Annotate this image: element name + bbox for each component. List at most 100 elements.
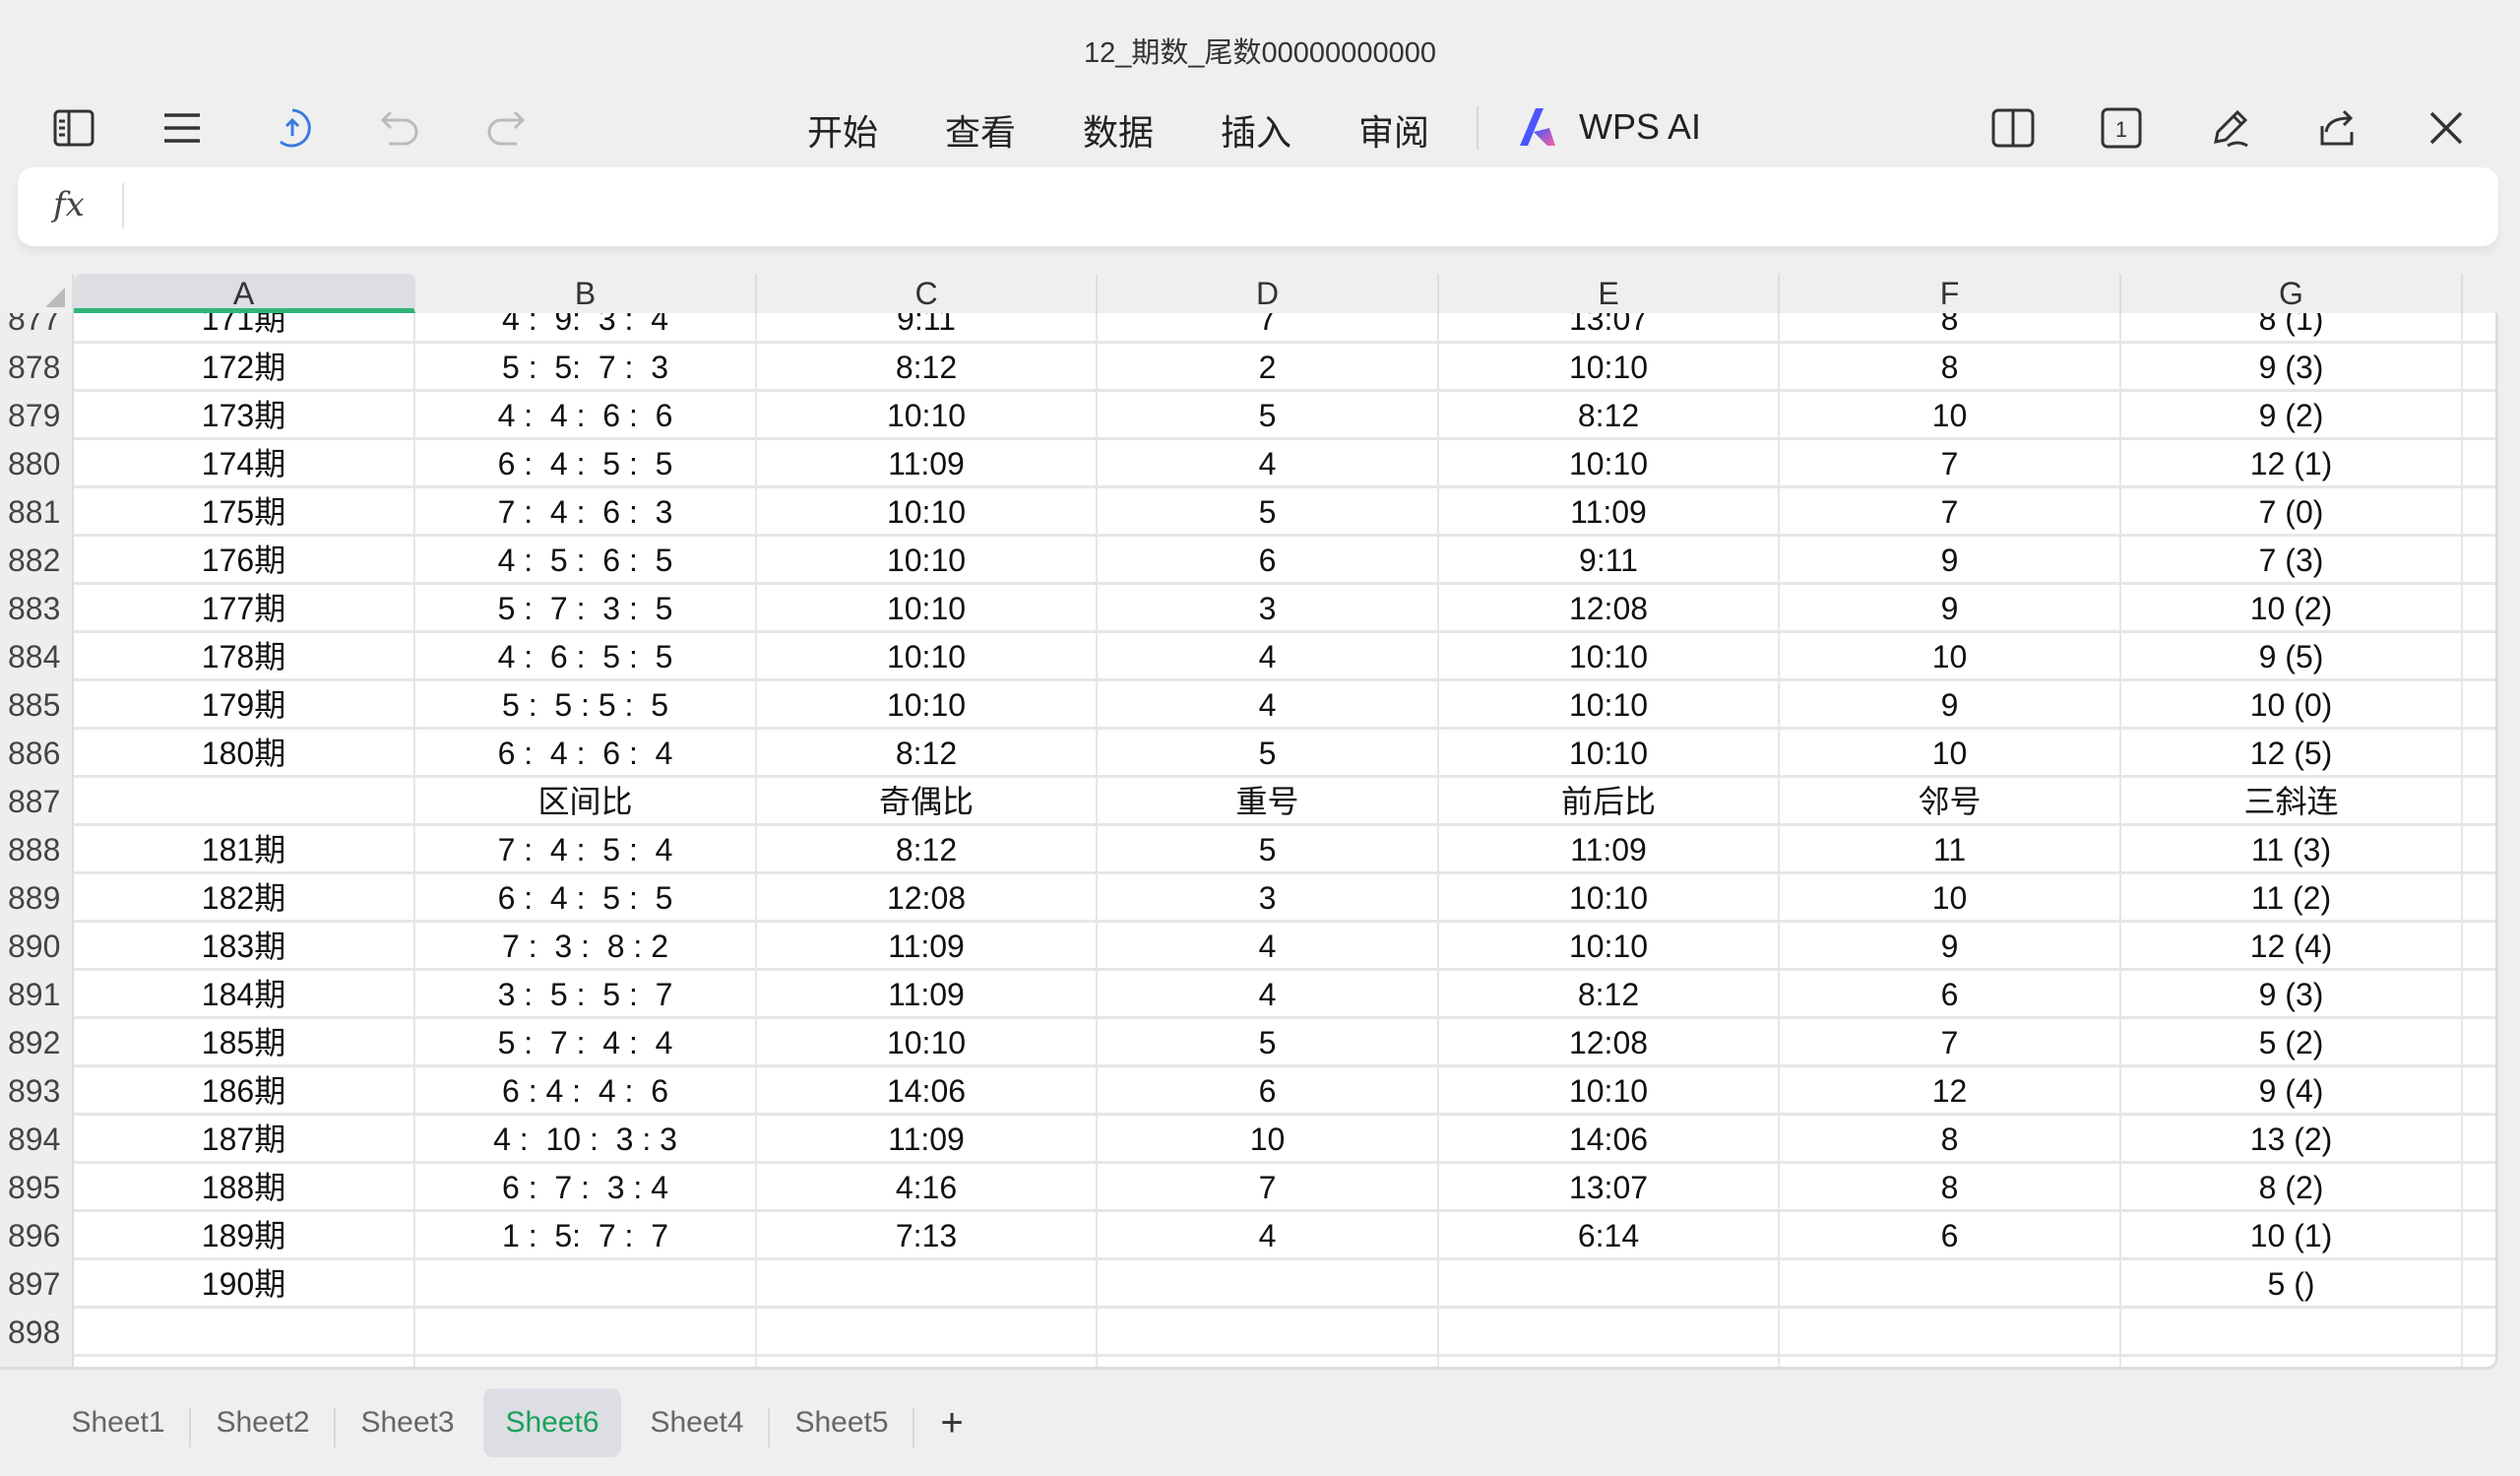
- row-header[interactable]: 883: [0, 585, 74, 633]
- cell-c883[interactable]: 10:10: [757, 585, 1098, 633]
- cell-f886[interactable]: 10: [1780, 730, 2121, 778]
- cell-b881[interactable]: 7 : 4 : 6 : 3: [415, 488, 757, 537]
- cell-f881[interactable]: 7: [1780, 488, 2121, 537]
- cell-b879[interactable]: 4 : 4 : 6 : 6: [415, 392, 757, 440]
- cell-e878[interactable]: 10:10: [1439, 344, 1780, 392]
- cell-d890[interactable]: 4: [1098, 923, 1439, 971]
- row-header[interactable]: 884: [0, 633, 74, 681]
- cell-c899[interactable]: [757, 1357, 1098, 1367]
- cell-c888[interactable]: 8:12: [757, 826, 1098, 874]
- cell-g893[interactable]: 9 (4): [2121, 1067, 2463, 1116]
- cell-e881[interactable]: 11:09: [1439, 488, 1780, 537]
- cell-d884[interactable]: 4: [1098, 633, 1439, 681]
- cell-a892[interactable]: 185期: [74, 1019, 415, 1067]
- cell-d882[interactable]: 6: [1098, 537, 1439, 585]
- row-header[interactable]: 881: [0, 488, 74, 537]
- cell-b894[interactable]: 4 : 10 : 3 : 3: [415, 1116, 757, 1164]
- cell-f890[interactable]: 9: [1780, 923, 2121, 971]
- sheet-tab-sheet4[interactable]: Sheet4: [650, 1406, 744, 1439]
- split-view-icon[interactable]: [1988, 103, 2038, 153]
- cell-g887[interactable]: 三斜连: [2121, 778, 2463, 826]
- cell-g888[interactable]: 11 (3): [2121, 826, 2463, 874]
- cell-c895[interactable]: 4:16: [757, 1164, 1098, 1212]
- cell-b882[interactable]: 4 : 5 : 6 : 5: [415, 537, 757, 585]
- cell-g877[interactable]: 8 (1): [2121, 313, 2463, 344]
- sheet-tab-sheet5[interactable]: Sheet5: [794, 1406, 889, 1439]
- row-header[interactable]: 880: [0, 440, 74, 488]
- cell-f891[interactable]: 6: [1780, 971, 2121, 1019]
- cell-g894[interactable]: 13 (2): [2121, 1116, 2463, 1164]
- cell-a882[interactable]: 176期: [74, 537, 415, 585]
- cell-a899[interactable]: [74, 1357, 415, 1367]
- cell-d887[interactable]: 重号: [1098, 778, 1439, 826]
- cell-b877[interactable]: 4 : 9: 3 : 4: [415, 313, 757, 344]
- cell-g890[interactable]: 12 (4): [2121, 923, 2463, 971]
- page-count-icon[interactable]: 1: [2097, 103, 2146, 153]
- cell-a897[interactable]: 190期: [74, 1260, 415, 1309]
- cell-a889[interactable]: 182期: [74, 874, 415, 923]
- column-header-c[interactable]: C: [757, 274, 1098, 313]
- cell-a894[interactable]: 187期: [74, 1116, 415, 1164]
- cell-c884[interactable]: 10:10: [757, 633, 1098, 681]
- sheet-tab-sheet6[interactable]: Sheet6: [483, 1388, 621, 1457]
- cell-e896[interactable]: 6:14: [1439, 1212, 1780, 1260]
- cell-b884[interactable]: 4 : 6 : 5 : 5: [415, 633, 757, 681]
- cell-e897[interactable]: [1439, 1260, 1780, 1309]
- select-all-corner[interactable]: [0, 274, 74, 313]
- cell-f877[interactable]: 8: [1780, 313, 2121, 344]
- cell-f889[interactable]: 10: [1780, 874, 2121, 923]
- menu-insert[interactable]: 插入: [1221, 112, 1292, 153]
- cell-g879[interactable]: 9 (2): [2121, 392, 2463, 440]
- sheet-tab-sheet2[interactable]: Sheet2: [216, 1406, 310, 1439]
- menu-icon[interactable]: [158, 103, 207, 153]
- cell-d895[interactable]: 7: [1098, 1164, 1439, 1212]
- formula-bar[interactable]: fx: [18, 167, 2498, 246]
- cell-e880[interactable]: 10:10: [1439, 440, 1780, 488]
- cell-b892[interactable]: 5 : 7 : 4 : 4: [415, 1019, 757, 1067]
- cell-g878[interactable]: 9 (3): [2121, 344, 2463, 392]
- cell-b887[interactable]: 区间比: [415, 778, 757, 826]
- cell-a886[interactable]: 180期: [74, 730, 415, 778]
- cell-d879[interactable]: 5: [1098, 392, 1439, 440]
- cell-a888[interactable]: 181期: [74, 826, 415, 874]
- cell-f896[interactable]: 6: [1780, 1212, 2121, 1260]
- cell-g898[interactable]: [2121, 1309, 2463, 1357]
- row-header[interactable]: 892: [0, 1019, 74, 1067]
- cell-c896[interactable]: 7:13: [757, 1212, 1098, 1260]
- cell-a883[interactable]: 177期: [74, 585, 415, 633]
- cell-c898[interactable]: [757, 1309, 1098, 1357]
- cell-c897[interactable]: [757, 1260, 1098, 1309]
- column-header-d[interactable]: D: [1098, 274, 1439, 313]
- menu-data[interactable]: 数据: [1083, 112, 1155, 153]
- cell-b893[interactable]: 6 : 4 : 4 : 6: [415, 1067, 757, 1116]
- cell-c878[interactable]: 8:12: [757, 344, 1098, 392]
- cell-c879[interactable]: 10:10: [757, 392, 1098, 440]
- cell-g896[interactable]: 10 (1): [2121, 1212, 2463, 1260]
- cell-g880[interactable]: 12 (1): [2121, 440, 2463, 488]
- cell-c887[interactable]: 奇偶比: [757, 778, 1098, 826]
- cell-b897[interactable]: [415, 1260, 757, 1309]
- row-header[interactable]: 893: [0, 1067, 74, 1116]
- cell-c890[interactable]: 11:09: [757, 923, 1098, 971]
- cell-e886[interactable]: 10:10: [1439, 730, 1780, 778]
- cell-c892[interactable]: 10:10: [757, 1019, 1098, 1067]
- cell-g886[interactable]: 12 (5): [2121, 730, 2463, 778]
- cell-g889[interactable]: 11 (2): [2121, 874, 2463, 923]
- cell-e893[interactable]: 10:10: [1439, 1067, 1780, 1116]
- row-header[interactable]: 895: [0, 1164, 74, 1212]
- spreadsheet-grid[interactable]: 877 171期 4 : 9: 3 : 4 9:11 7 13:07 8 8 (1) 878 17…: [0, 313, 2498, 1370]
- cell-d888[interactable]: 5: [1098, 826, 1439, 874]
- row-header[interactable]: 889: [0, 874, 74, 923]
- cell-e898[interactable]: [1439, 1309, 1780, 1357]
- cell-a881[interactable]: 175期: [74, 488, 415, 537]
- column-header-b[interactable]: B: [415, 274, 757, 313]
- cell-g882[interactable]: 7 (3): [2121, 537, 2463, 585]
- cell-e890[interactable]: 10:10: [1439, 923, 1780, 971]
- cell-a898[interactable]: [74, 1309, 415, 1357]
- cell-c881[interactable]: 10:10: [757, 488, 1098, 537]
- cell-b899[interactable]: [415, 1357, 757, 1367]
- cell-f884[interactable]: 10: [1780, 633, 2121, 681]
- cell-f899[interactable]: [1780, 1357, 2121, 1367]
- cell-g899[interactable]: [2121, 1357, 2463, 1367]
- cell-c889[interactable]: 12:08: [757, 874, 1098, 923]
